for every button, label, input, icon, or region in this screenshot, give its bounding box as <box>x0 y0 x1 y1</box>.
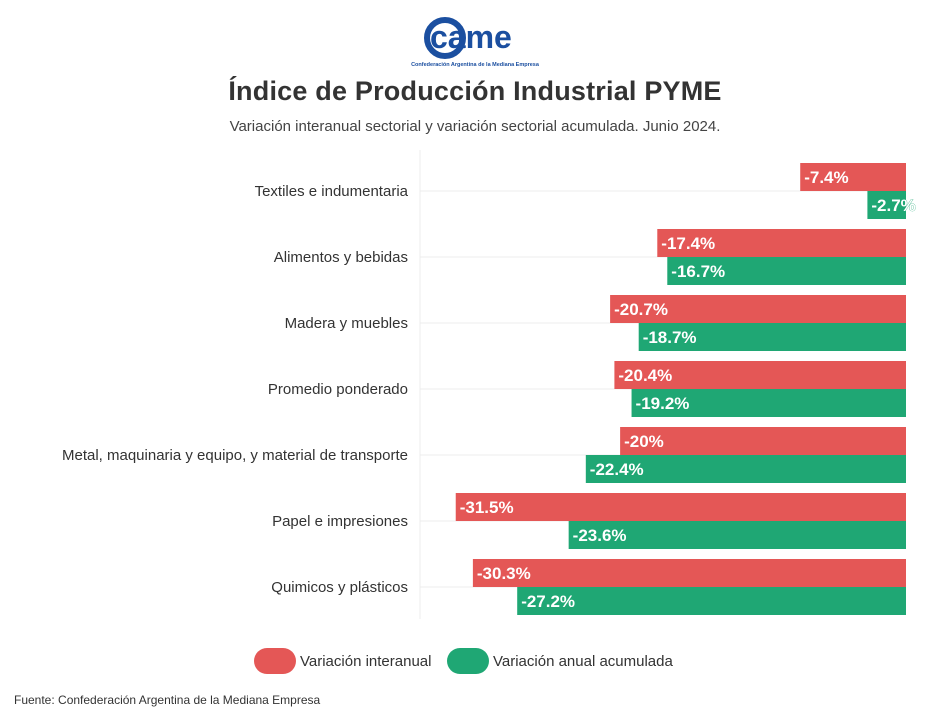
bar-acumulada <box>667 257 906 285</box>
bar-interanual <box>472 559 906 587</box>
logo-wordmark: came <box>430 19 512 55</box>
data-label: -20% <box>624 432 664 451</box>
legend-swatch-acumulada <box>447 648 489 674</box>
bar-acumulada <box>568 521 906 549</box>
legend-item-acumulada: Variación anual acumulada <box>447 648 673 674</box>
data-label: -27.2% <box>521 592 575 611</box>
data-label: -7.4% <box>804 168 848 187</box>
bar-interanual <box>657 229 906 257</box>
bar-acumulada <box>638 323 906 351</box>
category-label: Promedio ponderado <box>268 381 408 398</box>
data-label: -20.7% <box>614 300 668 319</box>
data-label: -20.4% <box>618 366 672 385</box>
data-label: -17.4% <box>661 234 715 253</box>
bar-chart: Textiles e indumentaria -7.4% -2.7% Aliment… <box>62 150 916 619</box>
bar-acumulada <box>631 389 906 417</box>
bar-interanual <box>620 427 906 455</box>
category-label: Metal, maquinaria y equipo, y material d… <box>62 447 408 464</box>
legend-label-acumulada: Variación anual acumulada <box>493 652 673 670</box>
chart-title: Índice de Producción Industrial PYME <box>228 76 722 106</box>
came-logo: came Confederación Argentina de la Media… <box>400 12 550 72</box>
logo-tagline: Confederación Argentina de la Mediana Em… <box>411 62 540 68</box>
data-label: -30.3% <box>477 564 531 583</box>
data-label: -18.7% <box>643 328 697 347</box>
data-label: -19.2% <box>636 394 690 413</box>
data-label: -16.7% <box>671 262 725 281</box>
category-label: Alimentos y bebidas <box>274 249 408 266</box>
bar-interanual <box>610 295 906 323</box>
category-label: Quimicos y plásticos <box>271 579 408 596</box>
source-note: Fuente: Confederación Argentina de la Me… <box>14 693 321 707</box>
data-label: -31.5% <box>460 498 514 517</box>
data-label: -2.7% <box>871 196 915 215</box>
bar-acumulada <box>867 191 906 219</box>
bar-interanual <box>614 361 906 389</box>
legend-item-interanual: Variación interanual <box>254 648 431 674</box>
legend: Variación interanual Variación anual acu… <box>0 648 950 678</box>
chart-subtitle: Variación interanual sectorial y variaci… <box>229 118 721 135</box>
category-label: Madera y muebles <box>285 315 408 332</box>
legend-label-interanual: Variación interanual <box>300 652 432 670</box>
bar-acumulada <box>585 455 906 483</box>
bar-interanual <box>455 493 906 521</box>
category-label: Papel e impresiones <box>272 513 408 530</box>
category-label: Textiles e indumentaria <box>255 183 409 200</box>
bar-acumulada <box>517 587 906 615</box>
data-label: -23.6% <box>573 526 627 545</box>
bar-interanual <box>800 163 906 191</box>
legend-swatch-interanual <box>254 648 296 674</box>
data-label: -22.4% <box>590 460 644 479</box>
